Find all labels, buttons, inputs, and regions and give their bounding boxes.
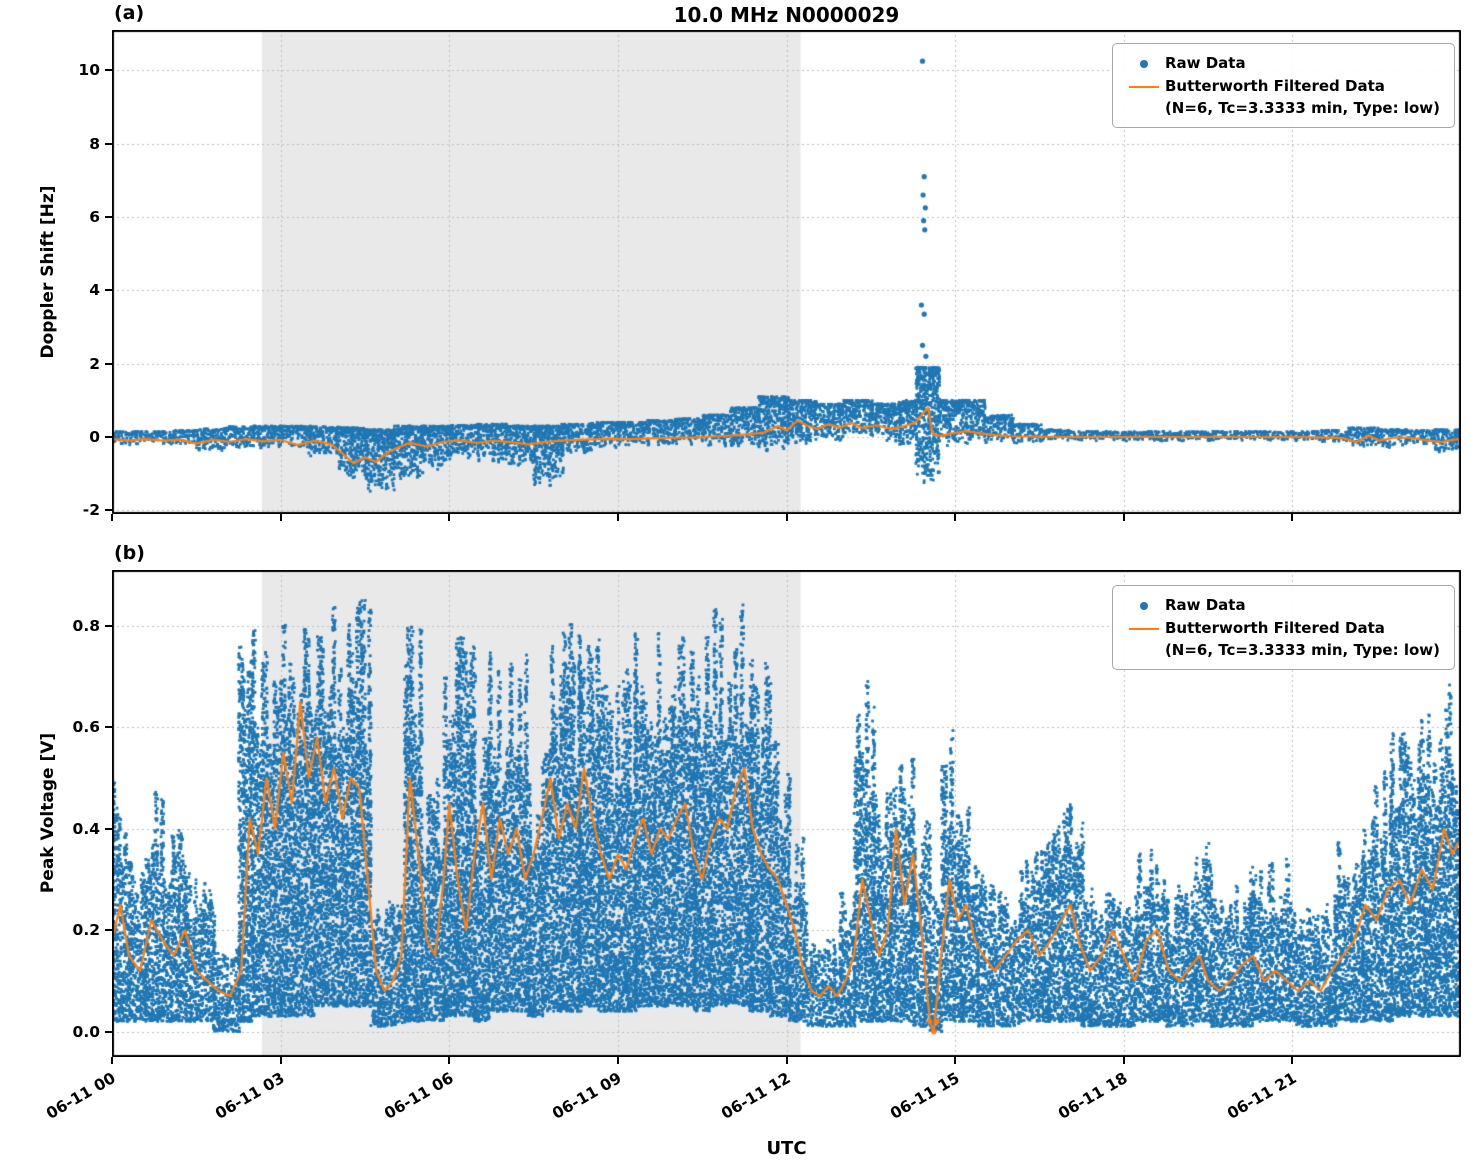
legend-item-raw-data: Raw Data: [1123, 52, 1440, 75]
x-tick-mark: [616, 1057, 619, 1064]
x-tick-mark: [954, 1057, 957, 1064]
x-tick-mark: [785, 1057, 788, 1064]
x-tick-mark: [279, 514, 282, 521]
x-axis-label: UTC: [766, 1138, 807, 1159]
x-tick-mark: [111, 1057, 113, 1064]
panel-a-ytick-label: 8: [89, 134, 100, 153]
x-tick-label: 06-11 09: [549, 1069, 625, 1123]
legend-filtered-label: Butterworth Filtered Data: [1164, 77, 1385, 95]
panel-b-y-axis-label: Peak Voltage [V]: [38, 732, 58, 894]
panel-b-ytick-label: 0.4: [72, 819, 100, 838]
y-tick-mark: [105, 1030, 112, 1033]
y-tick-mark: [105, 436, 112, 438]
legend-raw-label: Raw Data: [1164, 54, 1246, 72]
panel-b-ytick-label: 0.2: [72, 921, 100, 940]
x-tick-mark: [1122, 1057, 1125, 1064]
panel-b-ytick-label: 0.0: [72, 1022, 100, 1041]
x-tick-label: 06-11 12: [718, 1069, 794, 1123]
x-tick-mark: [1291, 514, 1294, 521]
x-tick-label: 06-11 21: [1224, 1069, 1300, 1123]
legend-item-filtered-data: Butterworth Filtered Data: [1123, 617, 1440, 640]
filtered-line-icon: [1123, 627, 1165, 630]
panel-a-ytick-label: 4: [89, 281, 100, 300]
panel-a-legend: Raw Data Butterworth Filtered Data (N=6,…: [1111, 43, 1455, 128]
panel-b-ytick-label: 0.6: [72, 718, 100, 737]
x-tick-label: 06-11 06: [380, 1069, 457, 1123]
x-tick-mark: [1122, 514, 1125, 521]
panel-a-ytick-label: 6: [89, 208, 100, 226]
panel-b-legend: Raw Data Butterworth Filtered Data (N=6,…: [1111, 585, 1455, 670]
panel-a-ytick-label: 2: [89, 354, 100, 373]
y-tick-mark: [105, 929, 112, 932]
legend-filtered-sublabel: (N=6, Tc=3.3333 min, Type: low): [1164, 641, 1440, 659]
x-tick-label: 06-11 18: [1055, 1069, 1131, 1123]
legend-filtered-sublabel: (N=6, Tc=3.3333 min, Type: low): [1164, 99, 1440, 117]
raw-data-dot-icon: [1123, 59, 1165, 68]
x-tick-mark: [616, 514, 619, 521]
y-tick-mark: [105, 726, 112, 729]
x-tick-label: 06-11 03: [212, 1069, 288, 1123]
y-tick-mark: [105, 509, 112, 512]
x-tick-label: 06-11 15: [886, 1069, 963, 1123]
panel-b-ytick-label: 0.8: [72, 616, 100, 635]
legend-item-filtered-data: Butterworth Filtered Data: [1123, 75, 1440, 98]
panel-a-ytick-label: -2: [82, 501, 100, 520]
panel-a-label: (a): [114, 2, 145, 24]
y-tick-mark: [105, 362, 112, 365]
raw-data-dot-icon: [1123, 601, 1165, 610]
y-tick-mark: [105, 624, 112, 627]
y-tick-mark: [105, 827, 112, 830]
legend-item-raw-data: Raw Data: [1123, 594, 1440, 617]
y-tick-mark: [105, 289, 112, 292]
y-tick-mark: [105, 216, 112, 218]
panel-a-ytick-label: 0: [89, 428, 100, 446]
legend-filtered-label: Butterworth Filtered Data: [1164, 619, 1385, 637]
panel-b-label: (b): [114, 542, 145, 564]
x-tick-mark: [1291, 1057, 1294, 1064]
y-tick-mark: [105, 142, 112, 145]
filtered-line-icon: [1123, 85, 1165, 88]
x-tick-label: 06-11 00: [43, 1069, 119, 1123]
panel-a-ytick-label: 10: [78, 61, 100, 80]
legend-raw-label: Raw Data: [1164, 596, 1246, 614]
x-tick-mark: [785, 514, 788, 521]
x-tick-mark: [954, 514, 957, 521]
y-tick-mark: [105, 69, 112, 72]
x-tick-mark: [448, 1057, 451, 1064]
x-tick-mark: [111, 514, 113, 521]
x-tick-mark: [279, 1057, 282, 1064]
x-tick-mark: [448, 514, 451, 521]
figure-title: 10.0 MHz N0000029: [673, 3, 900, 27]
